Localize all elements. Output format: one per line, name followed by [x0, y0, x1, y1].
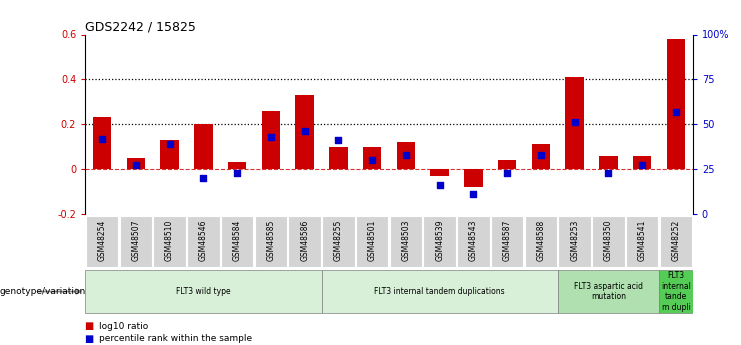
FancyBboxPatch shape — [322, 270, 558, 313]
Text: GSM48255: GSM48255 — [334, 220, 343, 261]
Bar — [93, 117, 111, 169]
Text: GDS2242 / 15825: GDS2242 / 15825 — [85, 20, 196, 33]
FancyBboxPatch shape — [356, 216, 388, 267]
Text: GSM48541: GSM48541 — [638, 220, 647, 261]
FancyBboxPatch shape — [592, 216, 625, 267]
Text: GSM48546: GSM48546 — [199, 220, 208, 261]
Point — [130, 163, 142, 168]
Bar — [565, 77, 584, 169]
Bar — [127, 158, 145, 169]
Text: GSM48584: GSM48584 — [233, 220, 242, 261]
Text: GSM48543: GSM48543 — [469, 220, 478, 261]
FancyBboxPatch shape — [457, 216, 490, 267]
Bar — [363, 147, 382, 169]
Point — [433, 183, 445, 188]
FancyBboxPatch shape — [525, 216, 557, 267]
FancyBboxPatch shape — [659, 270, 693, 313]
Point — [670, 109, 682, 115]
Text: GSM48350: GSM48350 — [604, 220, 613, 261]
Text: GSM48587: GSM48587 — [502, 220, 512, 261]
Bar — [296, 95, 314, 169]
Text: FLT3 internal tandem duplications: FLT3 internal tandem duplications — [374, 287, 505, 296]
Point — [96, 136, 108, 141]
Point — [197, 175, 209, 181]
FancyBboxPatch shape — [322, 216, 355, 267]
Bar — [498, 160, 516, 169]
Text: FLT3 aspartic acid
mutation: FLT3 aspartic acid mutation — [574, 282, 643, 301]
FancyBboxPatch shape — [85, 270, 322, 313]
Bar — [194, 124, 213, 169]
FancyBboxPatch shape — [288, 216, 321, 267]
Text: genotype/variation: genotype/variation — [0, 287, 86, 296]
FancyBboxPatch shape — [559, 216, 591, 267]
Point — [602, 170, 614, 175]
FancyBboxPatch shape — [221, 216, 253, 267]
Text: FLT3 wild type: FLT3 wild type — [176, 287, 230, 296]
FancyBboxPatch shape — [255, 216, 287, 267]
Bar — [431, 169, 449, 176]
Point — [400, 152, 412, 157]
Point — [569, 120, 581, 125]
Bar — [667, 39, 685, 169]
Text: GSM48539: GSM48539 — [435, 220, 444, 261]
Bar — [633, 156, 651, 169]
Text: GSM48588: GSM48588 — [536, 220, 545, 261]
FancyBboxPatch shape — [390, 216, 422, 267]
Bar — [227, 162, 247, 169]
Point — [299, 129, 310, 134]
FancyBboxPatch shape — [119, 216, 152, 267]
Text: GSM48586: GSM48586 — [300, 220, 309, 261]
Bar — [464, 169, 482, 187]
FancyBboxPatch shape — [491, 216, 523, 267]
FancyBboxPatch shape — [659, 216, 692, 267]
Text: GSM48253: GSM48253 — [570, 220, 579, 261]
Text: percentile rank within the sample: percentile rank within the sample — [99, 334, 252, 343]
Text: GSM48503: GSM48503 — [402, 220, 411, 261]
Point — [265, 134, 277, 139]
Point — [164, 141, 176, 147]
Point — [535, 152, 547, 157]
Bar — [396, 142, 415, 169]
Point — [333, 138, 345, 143]
Point — [468, 191, 479, 197]
Text: GSM48501: GSM48501 — [368, 220, 376, 261]
Bar — [262, 111, 280, 169]
Text: GSM48507: GSM48507 — [131, 220, 140, 261]
Bar — [599, 156, 618, 169]
Point — [637, 163, 648, 168]
Text: ■: ■ — [85, 321, 98, 331]
Point — [501, 170, 513, 175]
FancyBboxPatch shape — [153, 216, 186, 267]
Bar — [531, 145, 551, 169]
Text: FLT3
internal
tande
m dupli: FLT3 internal tande m dupli — [661, 272, 691, 312]
Point — [231, 170, 243, 175]
Text: GSM48585: GSM48585 — [266, 220, 276, 261]
Bar — [160, 140, 179, 169]
Text: GSM48510: GSM48510 — [165, 220, 174, 261]
Text: ■: ■ — [85, 334, 98, 344]
FancyBboxPatch shape — [86, 216, 119, 267]
Point — [366, 157, 378, 163]
FancyBboxPatch shape — [423, 216, 456, 267]
FancyBboxPatch shape — [187, 216, 219, 267]
Bar — [329, 147, 348, 169]
FancyBboxPatch shape — [626, 216, 659, 267]
FancyBboxPatch shape — [558, 270, 659, 313]
Text: GSM48254: GSM48254 — [98, 220, 107, 261]
Text: log10 ratio: log10 ratio — [99, 322, 147, 331]
Text: GSM48252: GSM48252 — [671, 220, 680, 261]
